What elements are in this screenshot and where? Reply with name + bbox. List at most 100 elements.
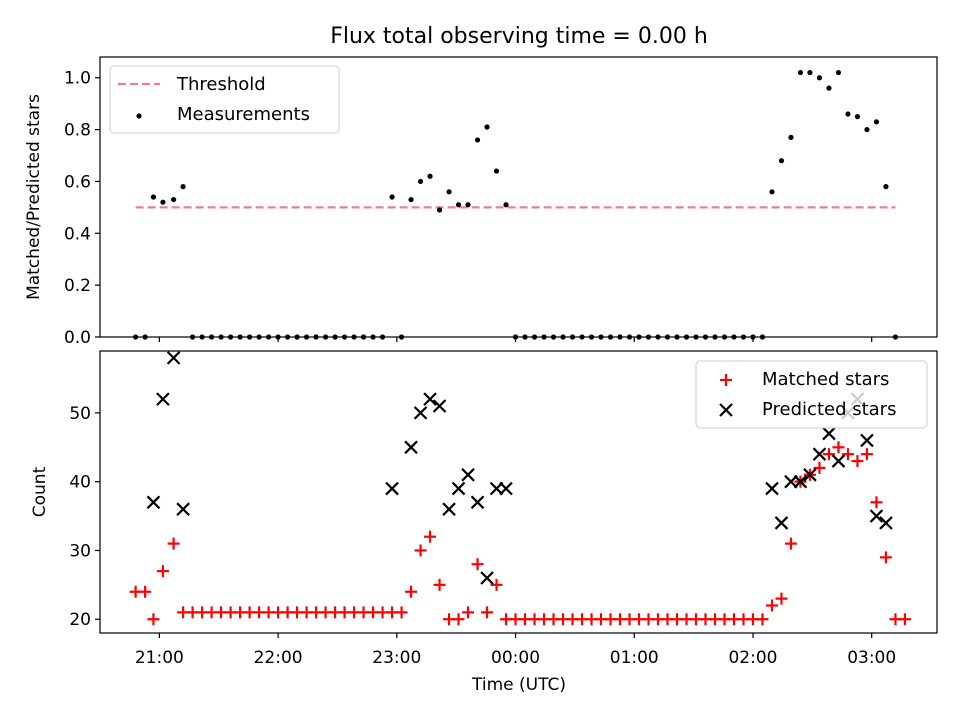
measurement-point bbox=[788, 134, 794, 140]
bottom-y-tick-label: 30 bbox=[69, 541, 91, 561]
predicted-star-point bbox=[812, 447, 827, 461]
measurement-point bbox=[427, 173, 433, 179]
top-plot-marks bbox=[133, 69, 899, 340]
measurement-point bbox=[484, 124, 490, 130]
matched-star-point bbox=[481, 606, 494, 619]
measurement-point bbox=[503, 202, 509, 208]
matched-star-point bbox=[832, 441, 845, 454]
predicted-star-point bbox=[822, 426, 836, 441]
predicted-star-point bbox=[831, 454, 846, 468]
predicted-star-point bbox=[793, 474, 808, 489]
bottom-legend-box bbox=[695, 360, 928, 429]
bottom-legend-matched-label: Matched stars bbox=[762, 369, 889, 390]
matched-star-point bbox=[424, 530, 437, 543]
predicted-star-point bbox=[432, 399, 447, 413]
bottom-x-tick-label: 21:00 bbox=[135, 648, 184, 668]
matched-star-point bbox=[471, 558, 484, 571]
predicted-star-point bbox=[156, 392, 170, 406]
figure-title: Flux total observing time = 0.00 h bbox=[330, 24, 708, 49]
measurement-point bbox=[864, 126, 870, 133]
matched-star-point bbox=[784, 537, 797, 550]
predicted-star-point bbox=[451, 481, 466, 496]
bottom-y-axis-label: Count bbox=[30, 466, 50, 517]
top-panel: 0.0 0.2 0.4 0.6 0.8 1.0 Matched/Predicted sta… bbox=[24, 56, 938, 348]
predicted-star-point bbox=[499, 481, 513, 496]
top-axes-frame bbox=[99, 56, 938, 338]
matched-star-point bbox=[462, 606, 475, 619]
measurement-point bbox=[389, 194, 395, 200]
measurement-point bbox=[474, 137, 481, 143]
matched-star-point bbox=[414, 544, 427, 557]
predicted-star-point bbox=[442, 502, 456, 516]
bottom-x-axis-label: Time (UTC) bbox=[471, 675, 566, 695]
predicted-star-point bbox=[879, 516, 893, 530]
top-y-tick-label: 0.4 bbox=[64, 224, 91, 244]
bottom-x-tick-label: 03:00 bbox=[847, 648, 896, 668]
bottom-legend: Matched stars Predicted stars bbox=[695, 360, 928, 429]
matched-star-point bbox=[841, 448, 854, 461]
bottom-x-tick-label: 02:00 bbox=[728, 648, 777, 668]
predicted-star-point bbox=[480, 571, 494, 585]
measurement-point bbox=[835, 69, 842, 76]
top-legend-measurements-label: Measurements bbox=[177, 104, 310, 125]
bottom-y-tick-label: 40 bbox=[69, 473, 91, 493]
predicted-star-point bbox=[404, 440, 418, 455]
top-y-tick-label: 0.2 bbox=[64, 276, 91, 296]
bottom-x-tick-label: 01:00 bbox=[610, 648, 659, 668]
measurement-point bbox=[807, 69, 813, 76]
measurement-point bbox=[408, 196, 414, 203]
matched-star-point bbox=[756, 613, 769, 626]
measurement-point bbox=[446, 189, 452, 195]
bottom-plot-marks bbox=[129, 351, 911, 626]
predicted-star-point bbox=[413, 406, 428, 420]
measurement-point bbox=[150, 194, 157, 200]
measurement-point bbox=[778, 158, 785, 164]
top-legend-box bbox=[109, 65, 340, 134]
predicted-star-point bbox=[765, 481, 779, 496]
matched-star-point bbox=[813, 461, 826, 474]
measurement-point bbox=[455, 202, 462, 208]
matched-star-point bbox=[156, 565, 169, 578]
bottom-panel: 20 30 40 50 21:00 22:00 23:00 00:00 01:00 02:00 03… bbox=[30, 350, 938, 695]
predicted-star-point bbox=[385, 481, 399, 496]
predicted-star-point bbox=[869, 509, 884, 523]
matched-star-point bbox=[870, 496, 883, 509]
matched-star-point bbox=[765, 599, 778, 612]
measurement-point bbox=[826, 85, 832, 91]
predicted-star-point bbox=[774, 516, 789, 530]
measurement-point bbox=[854, 114, 861, 120]
matched-star-point bbox=[452, 613, 465, 626]
measurement-point bbox=[180, 184, 186, 190]
measurement-point bbox=[160, 199, 166, 205]
top-y-tick-label: 1.0 bbox=[64, 69, 91, 89]
top-legend: Threshold Measurements bbox=[109, 65, 340, 134]
matched-star-point bbox=[167, 537, 180, 550]
predicted-star-point bbox=[860, 433, 874, 448]
matched-star-point bbox=[395, 606, 408, 619]
top-y-tick-label: 0.8 bbox=[64, 121, 91, 141]
matched-star-point bbox=[879, 551, 892, 564]
predicted-star-point bbox=[176, 502, 190, 516]
top-legend-measurements-swatch bbox=[136, 113, 142, 119]
measurement-point bbox=[883, 184, 889, 190]
measurement-point bbox=[845, 111, 851, 117]
bottom-axis-ticks: 20 30 40 50 21:00 22:00 23:00 00:00 01:00 02:00 03… bbox=[69, 404, 896, 668]
top-axis-ticks: 0.0 0.2 0.4 0.6 0.8 1.0 bbox=[64, 69, 873, 348]
matched-star-point bbox=[433, 578, 446, 591]
predicted-star-point bbox=[803, 468, 817, 482]
bottom-x-tick-label: 22:00 bbox=[254, 648, 303, 668]
top-legend-threshold-label: Threshold bbox=[176, 74, 266, 95]
measurement-point bbox=[171, 196, 177, 203]
measurement-point bbox=[493, 168, 500, 174]
matched-star-point bbox=[405, 585, 418, 598]
measurement-point bbox=[769, 189, 775, 195]
predicted-star-point bbox=[470, 495, 485, 510]
matched-star-point bbox=[147, 613, 160, 626]
predicted-star-point bbox=[423, 392, 437, 406]
measurement-point bbox=[417, 178, 424, 185]
matched-star-point bbox=[775, 592, 788, 605]
measurement-point bbox=[797, 69, 804, 76]
measurement-point bbox=[816, 75, 823, 81]
predicted-star-point bbox=[146, 495, 161, 510]
